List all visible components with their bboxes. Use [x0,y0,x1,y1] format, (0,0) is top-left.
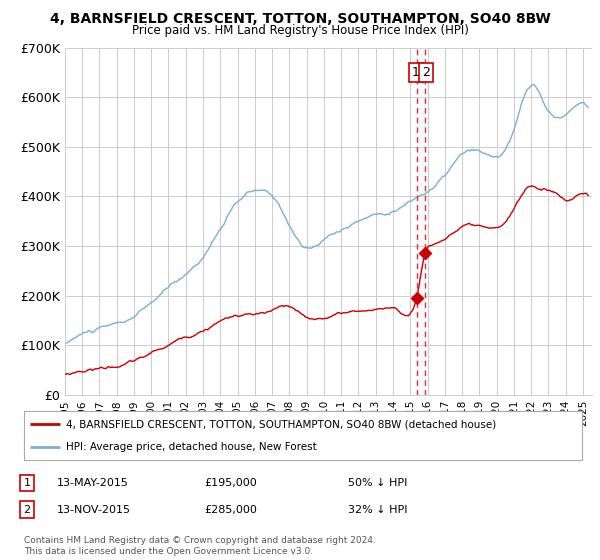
Text: 13-MAY-2015: 13-MAY-2015 [57,478,129,488]
Text: 13-NOV-2015: 13-NOV-2015 [57,505,131,515]
FancyBboxPatch shape [24,411,582,460]
Text: Contains HM Land Registry data © Crown copyright and database right 2024.
This d: Contains HM Land Registry data © Crown c… [24,536,376,556]
Text: 32% ↓ HPI: 32% ↓ HPI [348,505,407,515]
Bar [416,48,425,395]
Text: HPI: Average price, detached house, New Forest: HPI: Average price, detached house, New … [66,442,317,452]
Text: 4, BARNSFIELD CRESCENT, TOTTON, SOUTHAMPTON, SO40 8BW: 4, BARNSFIELD CRESCENT, TOTTON, SOUTHAMP… [50,12,550,26]
Text: 1: 1 [23,478,31,488]
Text: 2: 2 [422,66,430,79]
Text: 2: 2 [23,505,31,515]
Text: Price paid vs. HM Land Registry's House Price Index (HPI): Price paid vs. HM Land Registry's House … [131,24,469,36]
Text: 1: 1 [412,66,420,79]
Text: 4, BARNSFIELD CRESCENT, TOTTON, SOUTHAMPTON, SO40 8BW (detached house): 4, BARNSFIELD CRESCENT, TOTTON, SOUTHAMP… [66,419,496,430]
Text: £195,000: £195,000 [204,478,257,488]
Text: 50% ↓ HPI: 50% ↓ HPI [348,478,407,488]
Text: £285,000: £285,000 [204,505,257,515]
